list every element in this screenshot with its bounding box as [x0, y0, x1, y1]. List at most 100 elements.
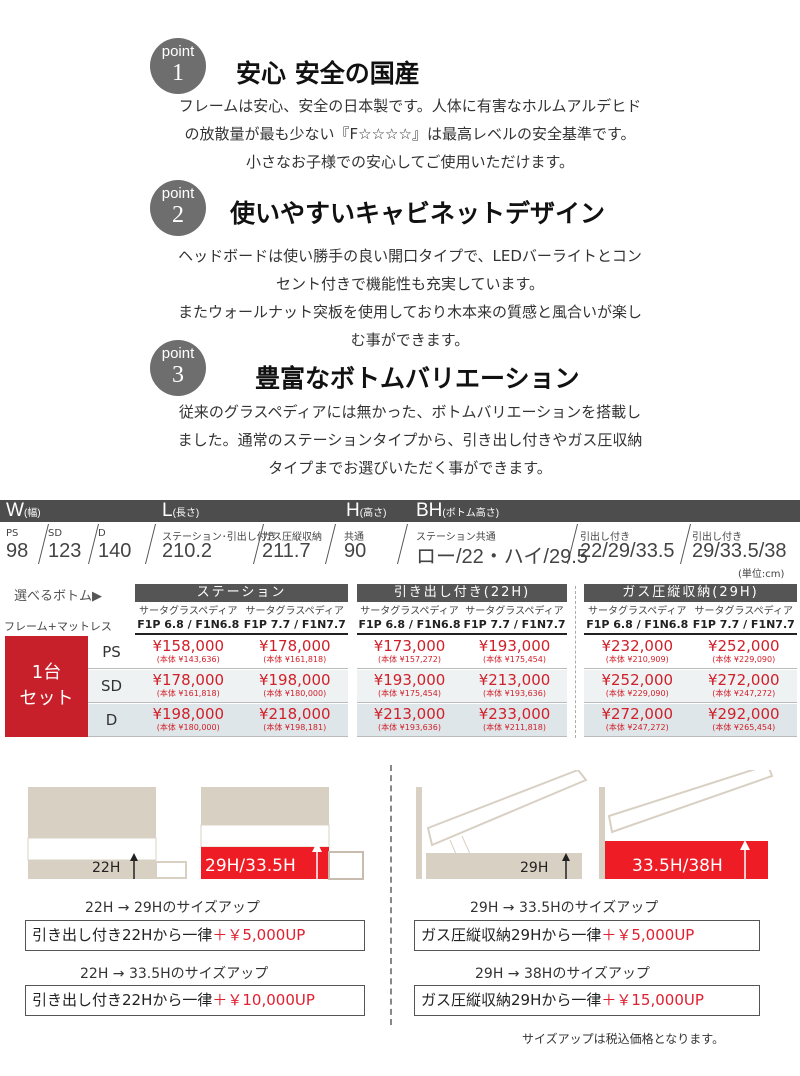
size-label: D [105, 711, 118, 729]
model-code: F1P 6.8 / F1N6.8 [586, 618, 689, 631]
spec-head: W [6, 500, 24, 521]
drawer-29h-illustration [200, 787, 364, 880]
price-cell: ¥178,000 (本体 ¥161,818) [243, 636, 347, 665]
price-cell: ¥213,000 (本体 ¥193,636) [463, 670, 567, 699]
price-base: (本体 ¥161,818) [156, 689, 220, 698]
spec-value: 22/29/33.5 [580, 540, 675, 562]
point-1-text: フレームは安心、安全の日本製です。人体に有害なホルムアルデヒド の放散量が最も少… [130, 92, 690, 176]
header-rule [357, 633, 567, 635]
model-code: F1P 6.8 / F1N6.8 [137, 618, 240, 631]
divider [390, 765, 392, 1025]
point-3-badge: point 3 [150, 340, 206, 396]
table-row [357, 670, 567, 703]
gas-29h-illustration [416, 770, 588, 879]
table-row [584, 636, 797, 669]
point-label: point [161, 185, 195, 202]
spec-label: 引出し付き [692, 532, 742, 543]
select-bottom-label: 選べるボトム▶ [14, 589, 102, 604]
spec-separator [397, 524, 408, 564]
spec-label: D [98, 528, 106, 539]
unit-label: (単位:cm) [738, 569, 785, 580]
table-row [88, 636, 348, 669]
table-row [357, 704, 567, 737]
tax-note: サイズアップは税込価格となります。 [522, 1032, 725, 1046]
model-header: サータグラスペディア F1P 6.8 / F1N6.8 [584, 605, 691, 631]
price-base: (本体 ¥210,909) [605, 655, 669, 664]
sizeup-price-box: 引き出し付き22Hから一律＋￥10,000UP [25, 985, 365, 1016]
price-tax-incl: ¥213,000 [478, 671, 551, 689]
spec-label: PS [6, 528, 19, 539]
price-cell: ¥158,000 (本体 ¥143,636) [136, 636, 240, 665]
size-label: PS [102, 643, 121, 661]
price-base: (本体 ¥198,181) [263, 723, 327, 732]
spec-sub: (高さ) [359, 508, 387, 519]
model-code: F1P 6.8 / F1N6.8 [358, 618, 461, 631]
spec-sub: (幅) [23, 508, 41, 519]
sizeup-text: 引き出し付き22Hから一律 [32, 991, 213, 1009]
frame-mattress-label: フレーム+マットレス [4, 620, 112, 633]
model-name: サータグラスペディア [245, 606, 344, 617]
illus-29h-label: 29H/33.5H [205, 856, 296, 876]
model-name: サータグラスペディア [139, 606, 238, 617]
price-cell: ¥213,000 (本体 ¥193,636) [358, 704, 462, 733]
model-header: サータグラスペディア F1P 7.7 / F1N7.7 [462, 605, 567, 631]
spec-value: 210.2 [162, 540, 213, 562]
spec-label: ステーション共通 [416, 532, 496, 543]
sizeup-caption: 29H → 33.5Hのサイズアップ [470, 900, 659, 916]
sizeup-price-box: ガス圧縦収納29Hから一律＋￥15,000UP [414, 985, 760, 1016]
group-header: 引き出し付き(22H) [357, 584, 567, 602]
sizeup-price-box: 引き出し付き22Hから一律＋￥5,000UP [25, 920, 365, 951]
spec-head: L [162, 500, 173, 521]
one-set-label: 1台 セット [5, 636, 88, 737]
price-base: (本体 ¥180,000) [156, 723, 220, 732]
illus-22h-label: 22H [92, 860, 121, 876]
spec-value: 211.7 [262, 540, 311, 562]
price-cell: ¥218,000 (本体 ¥198,181) [243, 704, 347, 733]
group-header: ガス圧縦収納(29H) [584, 584, 797, 602]
table-row [584, 670, 797, 703]
point-3-title: 豊富なボトムバリエーション [255, 364, 580, 393]
model-code: F1P 7.7 / F1N7.7 [243, 618, 346, 631]
sizeup-text: ガス圧縦収納29Hから一律 [421, 991, 602, 1009]
price-tax-incl: ¥193,000 [373, 671, 446, 689]
price-base: (本体 ¥193,636) [378, 723, 441, 732]
table-row [88, 704, 348, 737]
drawer-22h-illustration [27, 787, 187, 879]
price-base: (本体 ¥193,636) [483, 689, 546, 698]
spec-value: 123 [48, 540, 82, 562]
text-line: の放散量が最も少ない『F☆☆☆☆』は最高レベルの安全基準です。 [184, 125, 636, 143]
price-tax-incl: ¥233,000 [478, 705, 551, 723]
spec-value: ロー/22・ハイ/29.5 [416, 546, 588, 568]
sizeup-text: 引き出し付き22Hから一律 [32, 926, 213, 944]
table-row [88, 670, 348, 703]
price-cell: ¥252,000 (本体 ¥229,090) [692, 636, 796, 665]
point-number: 2 [172, 202, 184, 228]
price-tax-incl: ¥198,000 [258, 671, 331, 689]
header-rule [584, 633, 797, 635]
spec-head: BH [416, 500, 443, 521]
point-label: point [161, 345, 195, 362]
model-header: サータグラスペディア F1P 6.8 / F1N6.8 [135, 605, 242, 631]
spec-value: 98 [6, 540, 29, 562]
spec-label: 引出し付き [580, 532, 630, 543]
model-header: サータグラスペディア F1P 7.7 / F1N7.7 [691, 605, 798, 631]
price-cell: ¥198,000 (本体 ¥180,000) [136, 704, 240, 733]
set-line: 1台 [31, 662, 62, 683]
spec-sub: (ボトム高さ) [442, 508, 500, 519]
spec-separator [145, 524, 156, 564]
price-tax-incl: ¥272,000 [601, 705, 674, 723]
spec-head: H [346, 500, 360, 521]
sizeup-price: ＋￥5,000UP [212, 926, 306, 944]
price-cell: ¥252,000 (本体 ¥229,090) [585, 670, 689, 699]
price-base: (本体 ¥175,454) [483, 655, 546, 664]
price-base: (本体 ¥175,454) [378, 689, 441, 698]
price-tax-incl: ¥158,000 [152, 637, 225, 655]
price-tax-incl: ¥292,000 [707, 705, 780, 723]
price-base: (本体 ¥229,090) [605, 689, 669, 698]
price-cell: ¥198,000 (本体 ¥180,000) [243, 670, 347, 699]
spec-value: 140 [98, 540, 132, 562]
text-line: またウォールナット突板を使用しており木本来の質感と風合いが楽し [177, 303, 643, 321]
sizeup-caption: 22H → 33.5Hのサイズアップ [80, 966, 269, 982]
group-header: ステーション [135, 584, 348, 602]
text-line: む事ができます。 [350, 331, 470, 349]
